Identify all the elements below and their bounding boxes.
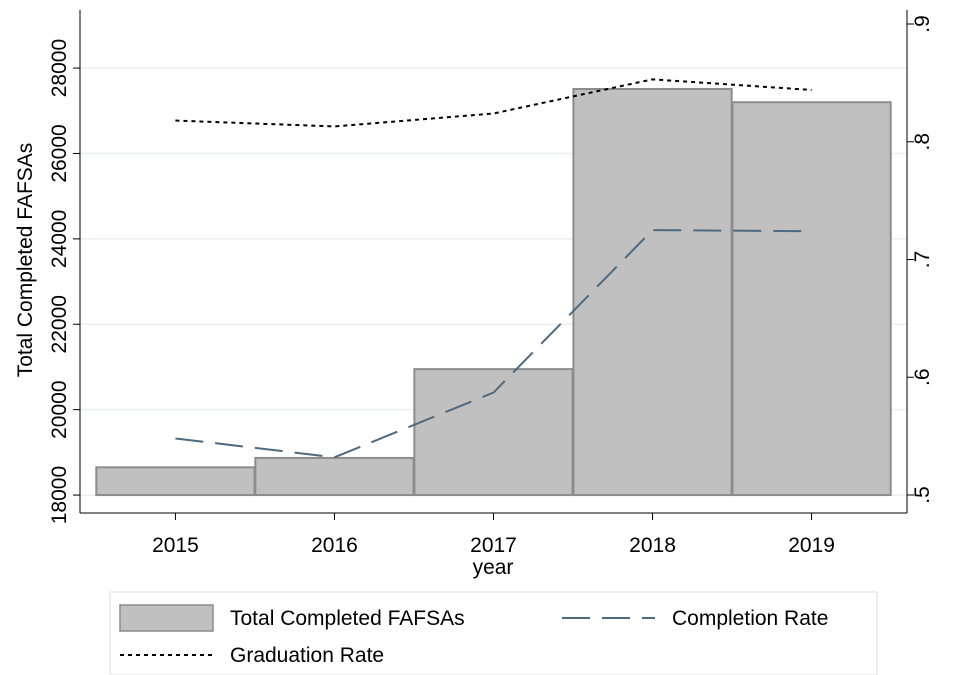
y-tick-label: 26000	[48, 124, 71, 182]
y-tick-label: 24000	[48, 210, 71, 268]
bar	[572, 87, 733, 497]
y2-tick-label: .7	[911, 251, 934, 269]
bar	[413, 368, 574, 497]
y-tick-label: 22000	[48, 295, 71, 353]
y2-tick-label: .9	[911, 15, 934, 33]
x-axis-title: year	[473, 556, 514, 579]
legend-label: Graduation Rate	[230, 644, 384, 667]
x-tick-label: 2016	[311, 534, 358, 557]
y-axis-title: Total Completed FAFSAs	[14, 143, 37, 378]
y-tick-label: 28000	[48, 39, 71, 97]
legend	[109, 591, 878, 675]
bar	[731, 101, 892, 497]
x-tick-label: 2019	[788, 534, 835, 557]
x-tick-label: 2017	[470, 534, 517, 557]
y2-tick-label: .8	[911, 133, 934, 151]
y2-tick-label: .5	[911, 486, 934, 504]
legend-label: Completion Rate	[672, 607, 828, 630]
y-tick-label: 18000	[48, 466, 71, 524]
bar	[254, 456, 415, 497]
bar	[95, 466, 256, 497]
y2-tick-label: .6	[911, 368, 934, 386]
x-tick-label: 2018	[629, 534, 676, 557]
x-tick-label: 2015	[152, 534, 199, 557]
y-tick-label: 20000	[48, 380, 71, 438]
line	[175, 229, 812, 459]
legend-label: Total Completed FAFSAs	[230, 607, 465, 630]
line	[175, 78, 812, 128]
legend-swatch	[119, 604, 214, 632]
